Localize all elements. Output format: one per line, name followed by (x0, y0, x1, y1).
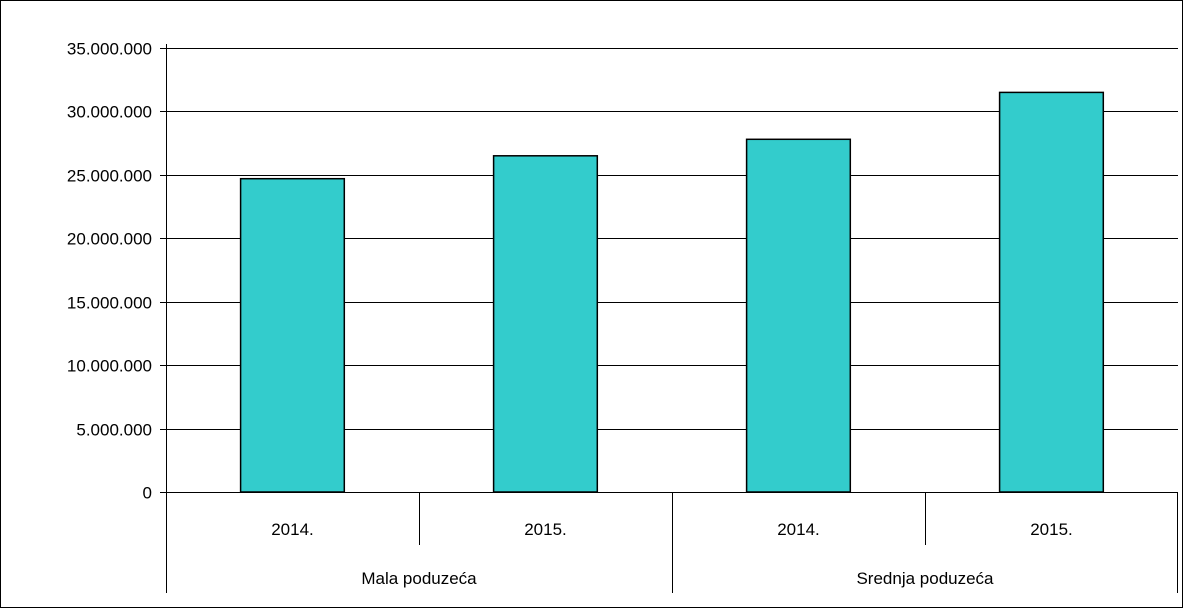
bars (239, 91, 1105, 493)
y-tick-label: 30.000.000 (67, 103, 152, 122)
y-tick-label: 25.000.000 (67, 167, 152, 186)
y-tick-label: 5.000.000 (76, 421, 152, 440)
y-tick-label: 10.000.000 (67, 357, 152, 376)
x-category-label: 2014. (777, 520, 820, 539)
x-category-label: 2015. (524, 520, 567, 539)
x-category-label: 2014. (271, 520, 314, 539)
axes (160, 44, 1178, 593)
x-axis-labels: 2014. 2015. 2014. 2015. Mala poduzeća Srednja… (271, 520, 1073, 588)
y-tick-label: 35.000.000 (67, 40, 152, 59)
x-group-label: Srednja poduzeća (856, 569, 994, 588)
y-tick-label: 20.000.000 (67, 230, 152, 249)
y-tick-label: 0 (143, 484, 152, 503)
x-group-label: Mala poduzeća (361, 569, 477, 588)
y-axis-tick-labels: 0 5.000.000 10.000.000 15.000.000 20.000.000… (67, 40, 152, 503)
y-tick-label: 15.000.000 (67, 294, 152, 313)
bar (745, 138, 852, 493)
x-category-label: 2015. (1030, 520, 1073, 539)
bar (998, 91, 1105, 493)
bar (492, 155, 599, 493)
bar (239, 177, 346, 493)
